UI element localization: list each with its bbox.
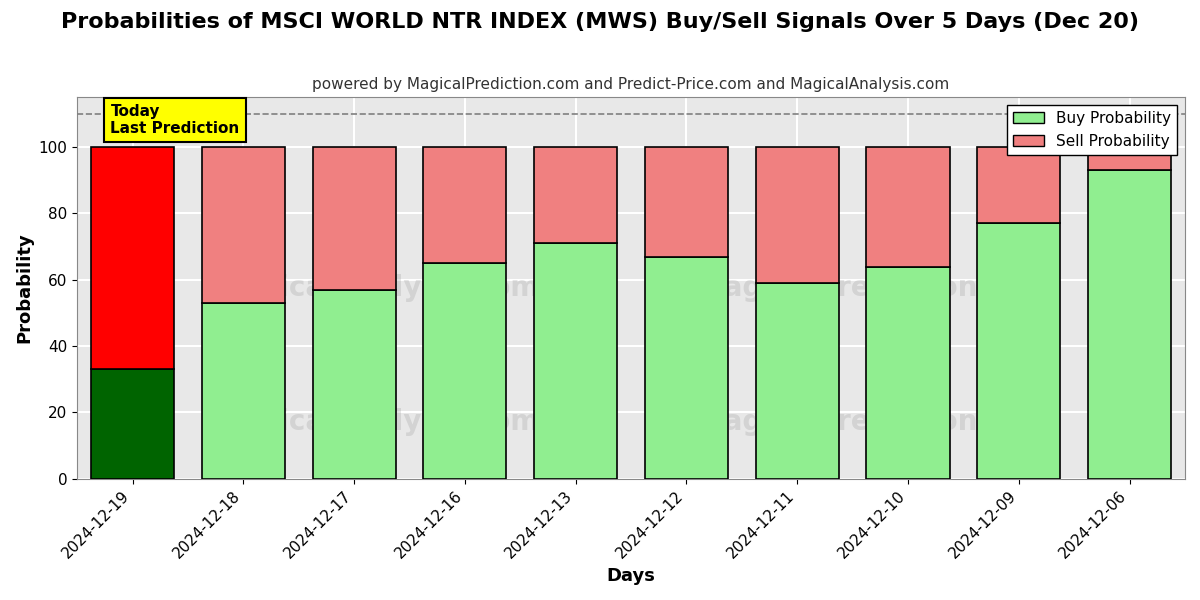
Bar xyxy=(91,370,174,479)
Title: powered by MagicalPrediction.com and Predict-Price.com and MagicalAnalysis.com: powered by MagicalPrediction.com and Pre… xyxy=(312,77,949,92)
X-axis label: Days: Days xyxy=(607,567,655,585)
Bar xyxy=(202,303,284,479)
Bar xyxy=(644,147,728,257)
Bar xyxy=(534,243,617,479)
Bar xyxy=(424,263,506,479)
Text: MagicalPrediction.com: MagicalPrediction.com xyxy=(696,274,1054,302)
Bar xyxy=(977,147,1061,223)
Bar xyxy=(1088,170,1171,479)
Bar xyxy=(312,290,396,479)
Bar xyxy=(424,147,506,263)
Bar xyxy=(1088,147,1171,170)
Bar xyxy=(977,223,1061,479)
Bar xyxy=(866,266,949,479)
Text: MagicalPrediction.com: MagicalPrediction.com xyxy=(696,407,1054,436)
Bar xyxy=(534,147,617,243)
Bar xyxy=(202,147,284,303)
Text: Probabilities of MSCI WORLD NTR INDEX (MWS) Buy/Sell Signals Over 5 Days (Dec 20: Probabilities of MSCI WORLD NTR INDEX (M… xyxy=(61,12,1139,32)
Bar xyxy=(756,147,839,283)
Text: Today
Last Prediction: Today Last Prediction xyxy=(110,104,240,136)
Bar xyxy=(866,147,949,266)
Text: MagicalAnalysis.com: MagicalAnalysis.com xyxy=(214,274,539,302)
Text: MagicalAnalysis.com: MagicalAnalysis.com xyxy=(214,407,539,436)
Bar xyxy=(91,147,174,370)
Bar xyxy=(312,147,396,290)
Y-axis label: Probability: Probability xyxy=(14,233,32,343)
Bar xyxy=(756,283,839,479)
Bar xyxy=(644,257,728,479)
Legend: Buy Probability, Sell Probability: Buy Probability, Sell Probability xyxy=(1007,105,1177,155)
